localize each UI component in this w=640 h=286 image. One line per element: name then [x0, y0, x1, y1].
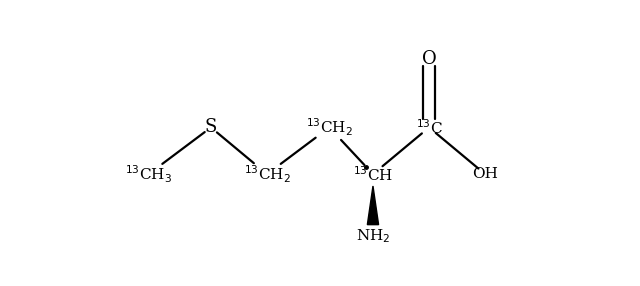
- Text: $^{13}$C: $^{13}$C: [415, 118, 442, 137]
- Text: OH: OH: [472, 167, 498, 181]
- Text: S: S: [205, 118, 217, 136]
- Polygon shape: [367, 186, 379, 225]
- Text: $^{13}$CH$_2$: $^{13}$CH$_2$: [244, 164, 291, 185]
- Text: $^{13}$CH$_2$: $^{13}$CH$_2$: [306, 117, 353, 138]
- Text: NH$_2$: NH$_2$: [356, 228, 390, 245]
- Text: $^{13}$CH: $^{13}$CH: [353, 165, 393, 184]
- Text: $^{13}$CH$_3$: $^{13}$CH$_3$: [125, 164, 172, 185]
- Text: O: O: [422, 50, 436, 68]
